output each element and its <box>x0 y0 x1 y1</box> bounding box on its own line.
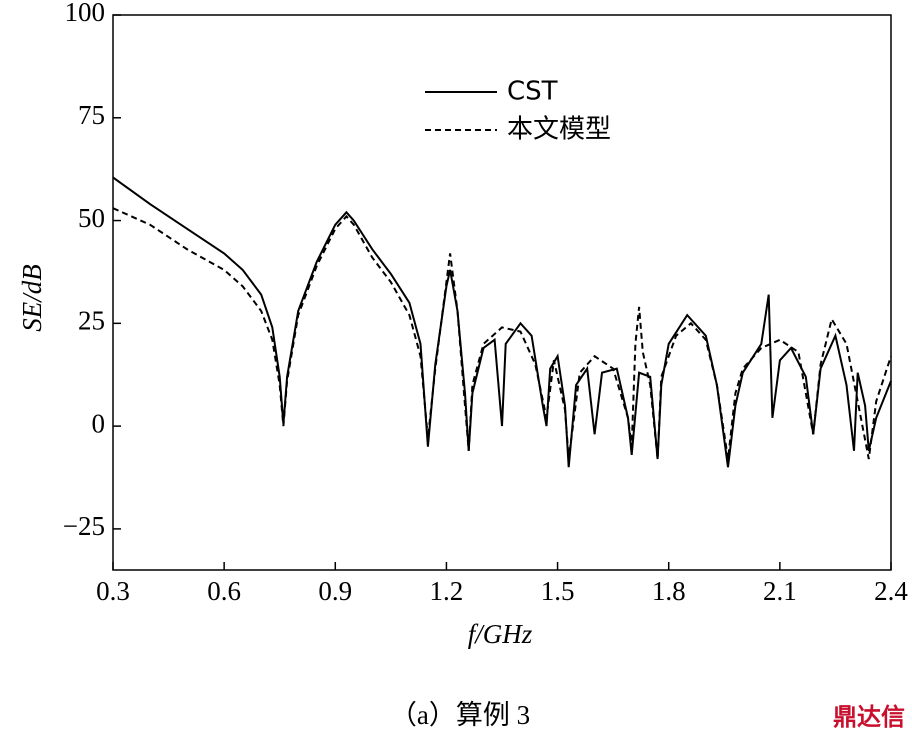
x-axis-label: f/GHz <box>468 619 533 649</box>
y-tick-label: 25 <box>78 306 105 336</box>
x-tick-label: 0.6 <box>207 576 241 606</box>
legend-label: CST <box>507 77 558 107</box>
x-tick-label: 0.3 <box>96 576 130 606</box>
x-tick-label: 1.5 <box>541 576 575 606</box>
x-tick-label: 1.8 <box>652 576 686 606</box>
y-tick-label: 50 <box>78 203 105 233</box>
x-tick-label: 2.1 <box>763 576 797 606</box>
y-tick-label: 0 <box>92 408 106 438</box>
plot-frame <box>112 14 892 571</box>
legend-label: 本文模型 <box>507 115 611 145</box>
watermark: 鼎达信 <box>833 703 905 731</box>
y-axis-label: SE/dB <box>17 264 47 332</box>
series-line <box>112 207 892 460</box>
y-tick-label: 75 <box>78 100 105 130</box>
x-tick-label: 1.2 <box>430 576 464 606</box>
y-tick-label: −25 <box>63 511 105 541</box>
x-tick-label: 2.4 <box>874 576 908 606</box>
x-tick-label: 0.9 <box>318 576 352 606</box>
caption: （a）算例 3 <box>390 700 530 730</box>
series-line <box>112 176 892 468</box>
y-tick-label: 100 <box>65 0 106 27</box>
